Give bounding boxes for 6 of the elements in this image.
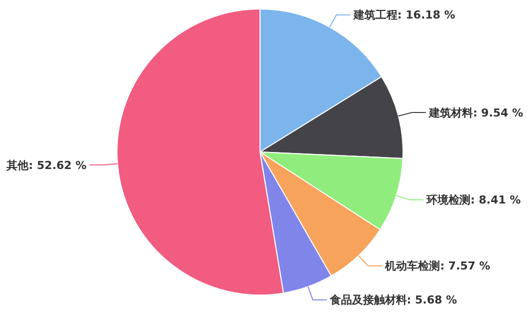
slice-label: 环境检测: 8.41 % [426,194,521,207]
slice-label: 其他: 52.62 % [6,158,87,172]
slice-label: 机动车检测: 7.57 % [384,260,490,273]
slice-label: 食品及接触材料: 5.68 % [328,294,458,307]
slice-label: 建筑材料: 9.54 % [428,106,524,120]
slice-label: 建筑工程: 16.18 % [352,8,456,22]
